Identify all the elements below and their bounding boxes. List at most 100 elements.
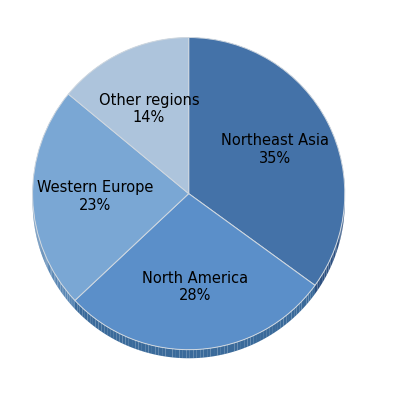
Polygon shape [197,38,202,47]
Polygon shape [271,61,275,72]
Polygon shape [143,44,144,53]
Polygon shape [111,58,112,67]
Polygon shape [268,59,271,70]
Polygon shape [307,92,310,104]
Polygon shape [96,67,97,77]
Polygon shape [107,327,110,337]
Polygon shape [163,40,164,48]
Polygon shape [68,292,69,303]
Polygon shape [38,234,39,245]
Polygon shape [342,166,343,179]
Polygon shape [125,51,126,60]
Polygon shape [301,86,305,98]
Polygon shape [72,89,73,99]
Polygon shape [207,348,211,357]
Polygon shape [183,350,186,358]
Polygon shape [104,325,107,335]
Polygon shape [37,155,38,166]
Polygon shape [36,226,37,237]
Polygon shape [116,332,119,342]
Wedge shape [68,38,189,194]
Polygon shape [266,327,269,338]
Polygon shape [147,43,149,52]
Polygon shape [34,217,35,228]
Polygon shape [77,303,80,314]
Polygon shape [46,258,48,269]
Polygon shape [105,61,106,71]
Polygon shape [320,275,322,287]
Polygon shape [41,141,42,152]
Polygon shape [342,218,343,231]
Polygon shape [95,319,99,329]
Polygon shape [86,74,88,84]
Polygon shape [158,40,159,49]
Polygon shape [275,322,278,332]
Polygon shape [81,79,83,89]
Polygon shape [269,325,272,336]
Polygon shape [234,342,238,352]
Polygon shape [272,324,275,334]
Polygon shape [176,349,179,358]
Polygon shape [138,45,139,55]
Text: Northeast Asia
35%: Northeast Asia 35% [221,134,329,166]
Polygon shape [168,39,170,47]
Polygon shape [55,110,57,121]
Polygon shape [178,38,180,47]
Polygon shape [65,96,67,107]
Polygon shape [281,318,283,328]
Polygon shape [309,291,311,302]
Polygon shape [340,226,342,239]
Polygon shape [103,62,105,71]
Polygon shape [154,41,156,50]
Polygon shape [74,86,75,96]
Polygon shape [197,349,200,358]
Polygon shape [323,113,325,126]
Polygon shape [182,38,184,46]
Polygon shape [44,253,45,264]
Polygon shape [139,45,141,54]
Polygon shape [77,84,78,94]
Polygon shape [50,265,51,277]
Polygon shape [71,90,72,100]
Polygon shape [102,63,103,73]
Polygon shape [115,55,117,64]
Polygon shape [169,348,173,357]
Polygon shape [67,94,68,105]
Polygon shape [85,310,88,321]
Polygon shape [42,247,43,259]
Polygon shape [123,51,125,60]
Polygon shape [136,46,138,55]
Polygon shape [38,149,39,160]
Polygon shape [332,251,334,264]
Polygon shape [88,73,89,83]
Polygon shape [48,261,49,272]
Polygon shape [322,271,324,283]
Polygon shape [337,145,338,158]
Polygon shape [129,338,132,348]
Polygon shape [224,345,228,354]
Polygon shape [54,113,55,124]
Polygon shape [42,138,43,150]
Polygon shape [275,64,278,75]
Polygon shape [94,69,95,79]
Polygon shape [57,278,59,289]
Polygon shape [289,74,292,85]
Polygon shape [214,347,217,356]
Polygon shape [91,71,92,81]
Polygon shape [299,301,301,312]
Polygon shape [257,333,260,342]
Polygon shape [166,39,168,48]
Polygon shape [34,169,35,180]
Polygon shape [47,125,48,136]
Polygon shape [70,92,71,102]
Polygon shape [324,267,327,279]
Polygon shape [135,340,139,350]
Polygon shape [35,163,36,175]
Polygon shape [340,157,342,170]
Polygon shape [51,118,52,129]
Polygon shape [251,335,254,346]
Polygon shape [334,137,336,149]
Polygon shape [37,231,38,242]
Polygon shape [69,294,71,305]
Polygon shape [304,296,306,307]
